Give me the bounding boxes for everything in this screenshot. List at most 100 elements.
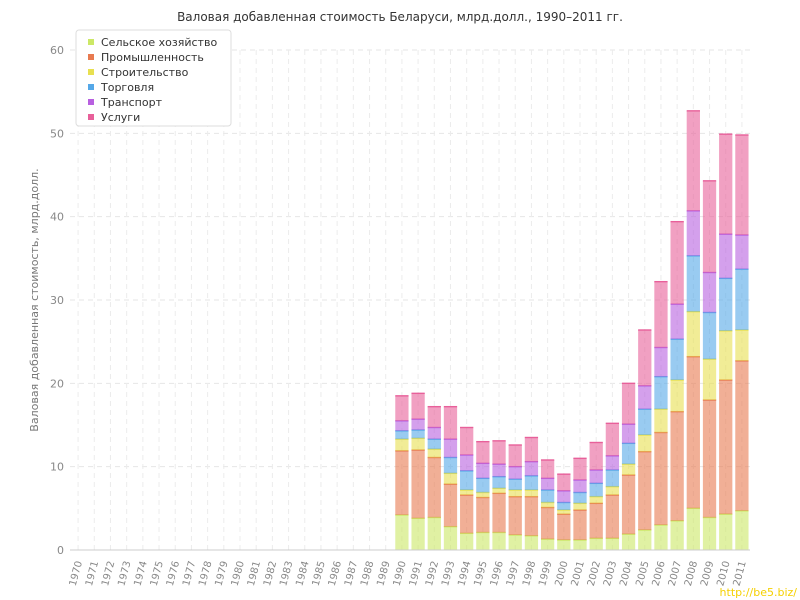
bar-segment	[702, 359, 717, 400]
x-tick-label: 1975	[149, 560, 166, 587]
bar-segment	[443, 406, 458, 440]
x-tick-label: 1978	[197, 560, 214, 587]
bar-segment	[443, 484, 458, 527]
bar-segment	[492, 440, 506, 465]
watermark: http://be5.biz/	[720, 586, 798, 599]
x-tick-label: 2009	[699, 560, 716, 587]
legend-swatch	[88, 54, 94, 60]
bar-segment	[621, 383, 636, 425]
x-tick-label: 1996	[489, 560, 506, 587]
x-tick-label: 1971	[84, 560, 101, 587]
legend-swatch	[88, 99, 94, 105]
bar-segment	[621, 464, 636, 475]
x-tick-label: 1990	[392, 560, 409, 587]
bars	[395, 110, 749, 550]
bar-segment	[427, 517, 441, 550]
legend-label: Торговля	[100, 81, 154, 94]
y-axis-title: Валовая добавленная стоимость, млрд.долл…	[28, 168, 41, 431]
bar-segment	[427, 457, 441, 518]
bar-segment	[654, 525, 668, 550]
x-tick-label: 1987	[343, 560, 360, 587]
bar-segment	[540, 507, 555, 540]
bar-segment	[638, 409, 652, 435]
bar-segment	[702, 312, 717, 360]
bar-segment	[605, 455, 620, 470]
bar-segment	[573, 503, 587, 510]
bar-segment	[540, 539, 555, 550]
bar-segment	[573, 480, 587, 493]
bar-segment	[492, 476, 506, 489]
bar-segment	[476, 478, 490, 493]
bar-segment	[686, 356, 700, 509]
bar-segment	[524, 496, 539, 536]
bar-segment	[638, 435, 652, 452]
bar-segment	[702, 272, 717, 313]
bar-segment	[638, 330, 652, 386]
bar-segment	[670, 380, 684, 412]
bar-segment	[573, 458, 587, 480]
bar-segment	[702, 517, 717, 550]
bar-segment	[460, 455, 474, 471]
bar-segment	[686, 311, 700, 357]
bar-segment	[670, 520, 684, 550]
bar-segment	[654, 281, 668, 348]
bar-segment	[719, 514, 733, 550]
bar-segment	[735, 135, 749, 235]
bar-segment	[670, 304, 684, 340]
bar-segment	[411, 419, 425, 430]
bar-segment	[460, 533, 474, 550]
bar-segment	[540, 502, 555, 508]
bar-segment	[605, 470, 620, 487]
bar-segment	[524, 535, 539, 550]
bar-segment	[508, 496, 522, 535]
legend-swatch	[88, 69, 94, 75]
x-tick-label: 2010	[715, 560, 732, 587]
bar-segment	[573, 540, 587, 550]
x-tick-label: 1972	[100, 560, 117, 587]
x-tick-label: 2001	[570, 560, 587, 587]
legend-swatch	[88, 114, 94, 120]
bar-segment	[735, 269, 749, 330]
bar-segment	[411, 430, 425, 439]
bar-segment	[557, 510, 571, 515]
bar-segment	[411, 518, 425, 550]
bar-segment	[573, 510, 587, 540]
bar-segment	[508, 466, 522, 480]
bar-segment	[686, 255, 700, 312]
bar-segment	[427, 439, 441, 450]
bar-segment	[460, 490, 474, 495]
bar-segment	[654, 347, 668, 377]
x-tick-label: 1999	[537, 560, 554, 587]
x-tick-label: 2004	[618, 560, 635, 587]
bar-segment	[735, 235, 749, 270]
x-tick-label: 1993	[440, 560, 457, 587]
bar-segment	[476, 441, 490, 464]
bar-segment	[460, 427, 474, 455]
bar-segment	[492, 532, 506, 550]
bar-segment	[443, 473, 458, 485]
bar-segment	[702, 180, 717, 273]
bar-segment	[589, 442, 603, 470]
x-tick-label: 1982	[262, 560, 279, 587]
x-tick-label: 2000	[553, 560, 570, 587]
bar-segment	[605, 495, 620, 539]
x-tick-label: 1995	[473, 560, 490, 587]
bar-segment	[621, 424, 636, 444]
bar-segment	[573, 492, 587, 504]
bar-segment	[540, 490, 555, 503]
bar-segment	[411, 450, 425, 519]
y-tick-label: 20	[50, 377, 64, 390]
bar-segment	[589, 503, 603, 539]
x-axis-ticks: 1970197119721973197419751976197719781979…	[68, 560, 749, 587]
legend: Сельское хозяйство Промышленность Строител…	[75, 29, 232, 127]
bar-segment	[589, 496, 603, 504]
x-tick-label: 2011	[732, 560, 749, 587]
bar-segment	[719, 330, 733, 380]
bar-segment	[557, 514, 571, 540]
bar-segment	[719, 234, 733, 279]
bar-segment	[686, 110, 700, 211]
legend-label: Строительство	[101, 66, 189, 79]
bar-segment	[686, 508, 700, 550]
bar-segment	[411, 393, 425, 420]
bar-segment	[735, 360, 749, 511]
